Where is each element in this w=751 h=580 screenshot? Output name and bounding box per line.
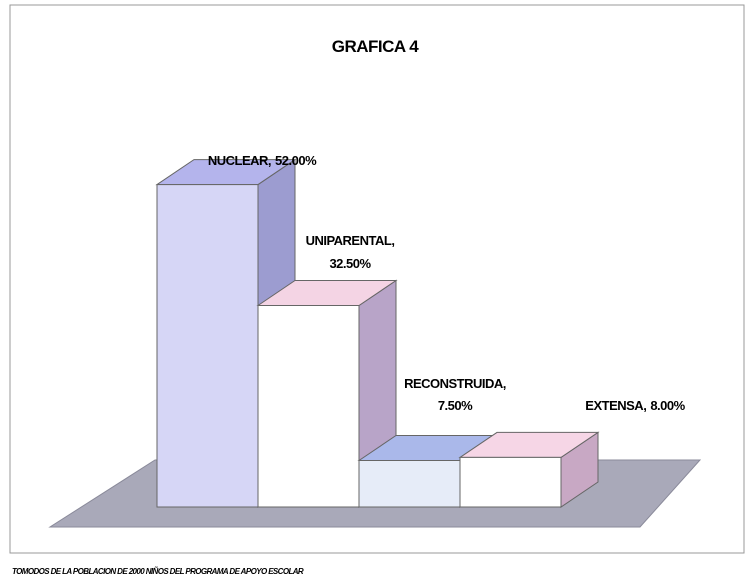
bar: [156, 184, 259, 508]
bar: [459, 456, 562, 508]
value-label: 52.00%: [275, 153, 317, 168]
category-label: UNIPARENTAL: [306, 233, 392, 248]
value-label: 8.00%: [650, 398, 685, 413]
data-label: NUCLEAR, 52.00%: [208, 153, 317, 168]
category-label: EXTENSA: [585, 398, 644, 413]
source-note: TOMODOS DE LA POBLACION DE 2000 NIÑOS DE…: [12, 567, 304, 576]
category-label: RECONSTRUIDA: [404, 376, 504, 391]
category-label: NUCLEAR: [208, 153, 269, 168]
value-label: 32.50%: [329, 256, 371, 271]
value-label: 7.50%: [438, 398, 473, 413]
bar: [257, 305, 360, 508]
data-label: EXTENSA, 8.00%: [585, 398, 685, 413]
chart-title: GRAFICA 4: [332, 37, 420, 56]
bar: [358, 460, 461, 508]
